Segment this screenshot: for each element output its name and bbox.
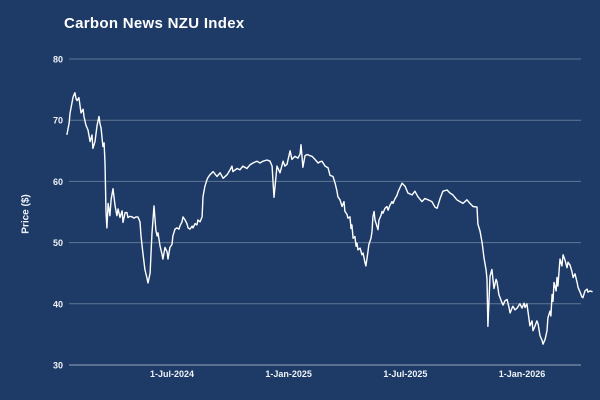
x-tick-label-1-Jul-2025: 1-Jul-2025 — [383, 369, 427, 379]
x-tick-label-1-Jan-2026: 1-Jan-2026 — [499, 369, 546, 379]
price-series-line — [66, 92, 593, 345]
y-tick-label-80: 80 — [53, 55, 63, 65]
y-tick-label-30: 30 — [53, 361, 63, 371]
chart-title: Carbon News NZU Index — [64, 15, 245, 32]
x-tick-label-1-Jul-2024: 1-Jul-2024 — [150, 369, 194, 379]
y-tick-label-40: 40 — [53, 299, 63, 309]
x-tick-label-1-Jan-2025: 1-Jan-2025 — [265, 369, 312, 379]
y-tick-label-70: 70 — [53, 116, 63, 126]
y-tick-label-60: 60 — [53, 177, 63, 187]
y-tick-label-50: 50 — [53, 238, 63, 248]
